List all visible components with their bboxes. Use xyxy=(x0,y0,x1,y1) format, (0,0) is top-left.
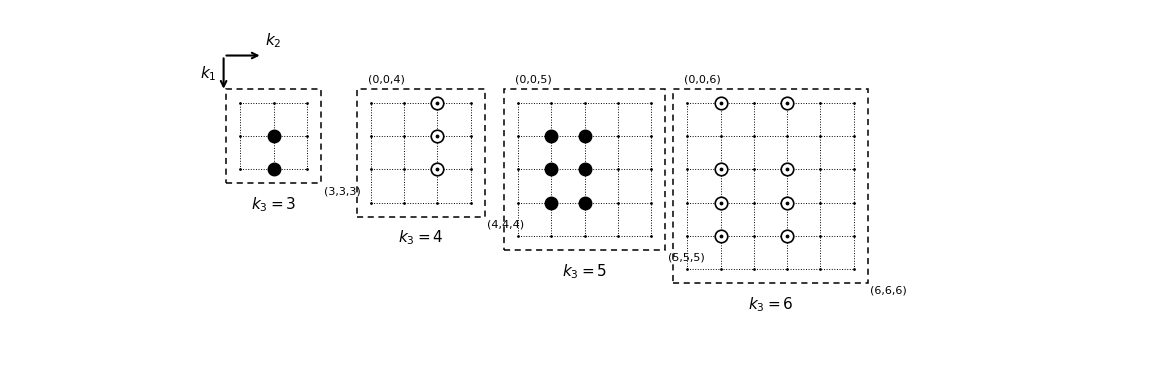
Text: $k_1$: $k_1$ xyxy=(200,64,217,83)
Text: $k_3 =6$: $k_3 =6$ xyxy=(748,295,794,314)
Text: (0,0,4): (0,0,4) xyxy=(368,74,404,84)
Text: (4,4,4): (4,4,4) xyxy=(487,219,525,229)
Text: $k_2$: $k_2$ xyxy=(265,31,282,50)
Text: (0,0,5): (0,0,5) xyxy=(516,74,552,84)
Text: $k_3 =5$: $k_3 =5$ xyxy=(562,262,607,281)
Text: (5,5,5): (5,5,5) xyxy=(667,253,705,263)
Text: $k_3 =4$: $k_3 =4$ xyxy=(397,229,443,247)
Text: (0,0,6): (0,0,6) xyxy=(684,74,721,84)
Text: (6,6,6): (6,6,6) xyxy=(871,286,907,296)
Text: (3,3,3): (3,3,3) xyxy=(324,186,360,196)
Text: $k_3 =3$: $k_3 =3$ xyxy=(251,195,296,214)
